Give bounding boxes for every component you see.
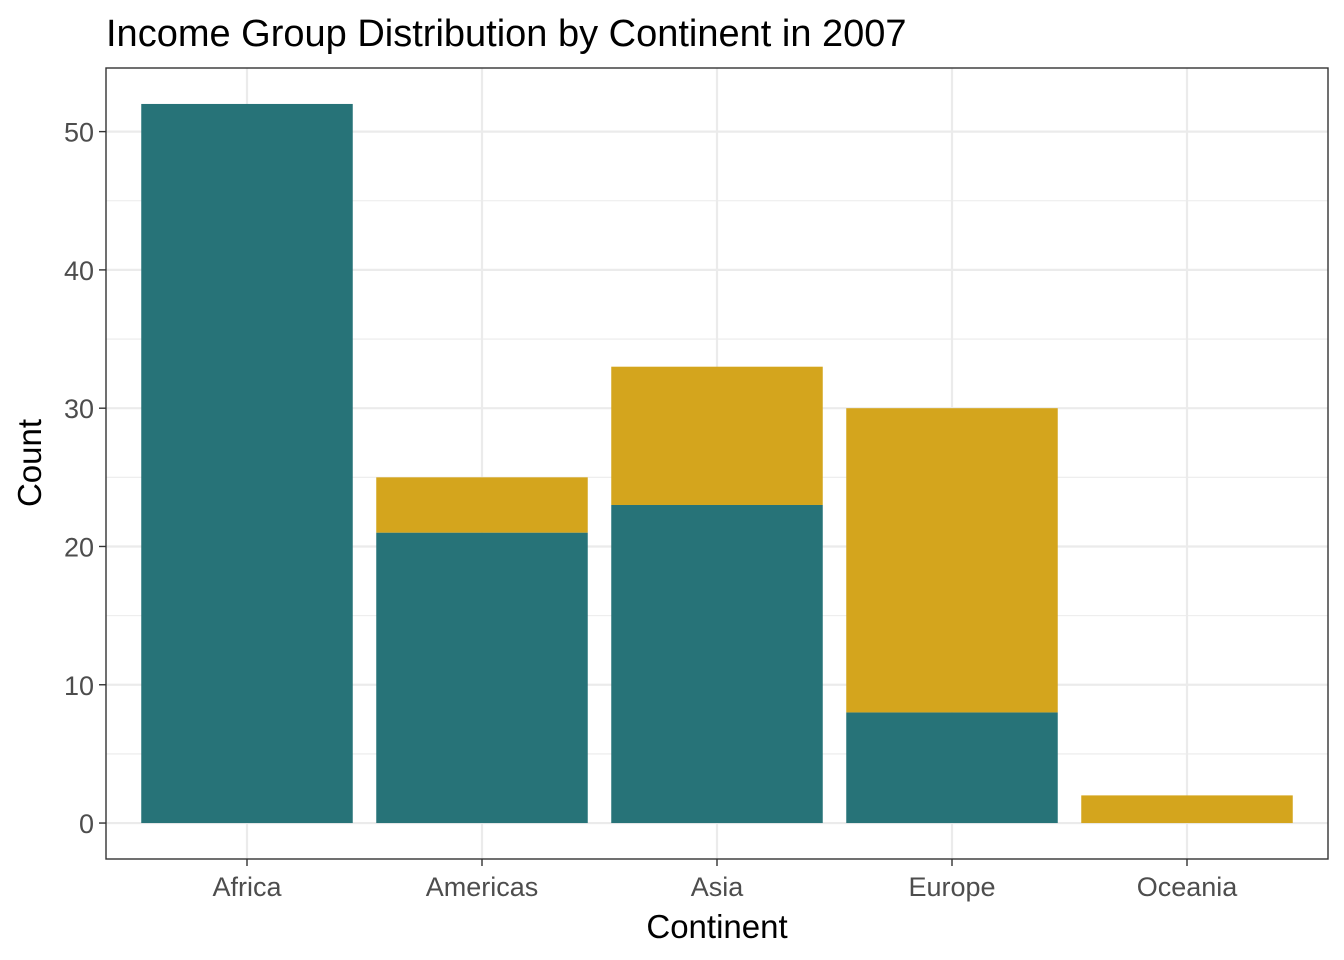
y-tick-label: 10	[64, 671, 94, 701]
x-axis-title: Continent	[646, 908, 787, 945]
x-axis: Africa Americas Asia Europe Oceania	[212, 859, 1238, 902]
y-tick-label: 0	[79, 809, 94, 839]
bar-asia-series-2	[611, 366, 823, 505]
bar-americas-series-2	[376, 477, 588, 533]
y-tick-label: 40	[64, 256, 94, 286]
x-tick-label: Americas	[426, 872, 539, 902]
x-tick-label: Asia	[691, 872, 745, 902]
x-tick-label: Africa	[212, 872, 282, 902]
y-tick-label: 30	[64, 394, 94, 424]
y-axis: 0 10 20 30 40 50	[64, 118, 106, 839]
bars	[141, 103, 1293, 824]
y-tick-label: 50	[64, 118, 94, 148]
bar-europe-series-1	[846, 712, 1058, 824]
chart-title: Income Group Distribution by Continent i…	[106, 13, 907, 55]
bar-europe-series-2	[846, 408, 1058, 713]
bar-asia-series-1	[611, 504, 823, 824]
y-axis-title: Count	[11, 419, 48, 507]
x-tick-label: Oceania	[1137, 872, 1239, 902]
x-tick-label: Europe	[908, 872, 995, 902]
bar-africa-series-1	[141, 103, 353, 824]
bar-americas-series-1	[376, 532, 588, 824]
y-tick-label: 20	[64, 532, 94, 562]
bar-oceania-series-2	[1081, 795, 1293, 824]
